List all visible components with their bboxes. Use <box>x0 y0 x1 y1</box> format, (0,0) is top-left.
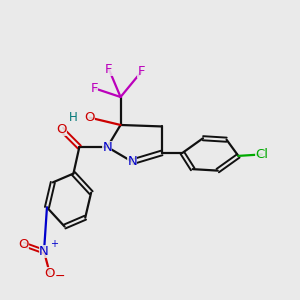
Text: F: F <box>105 62 112 76</box>
Text: O: O <box>56 123 67 136</box>
Text: F: F <box>137 65 145 79</box>
Text: O: O <box>84 111 95 124</box>
Text: H: H <box>69 111 78 124</box>
Text: −: − <box>55 270 65 283</box>
Text: O: O <box>18 238 28 251</box>
Text: N: N <box>39 245 49 258</box>
Text: N: N <box>128 155 137 168</box>
Text: N: N <box>102 141 112 154</box>
Text: +: + <box>50 239 58 249</box>
Text: Cl: Cl <box>255 148 268 161</box>
Text: F: F <box>90 82 98 95</box>
Text: O: O <box>45 267 55 280</box>
